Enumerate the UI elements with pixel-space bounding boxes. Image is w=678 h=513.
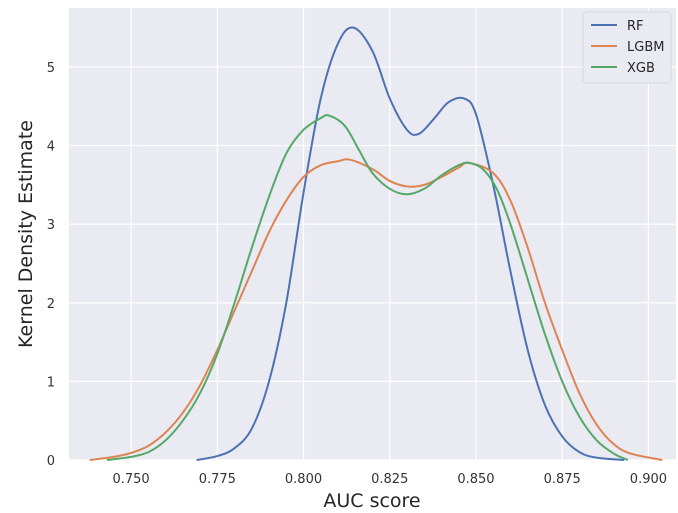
series-lines <box>89 26 663 461</box>
y-tick-label: 3 <box>47 218 55 233</box>
y-tick-label: 4 <box>47 140 55 155</box>
legend-box <box>582 11 672 84</box>
legend-label-xgb: XGB <box>627 61 655 76</box>
y-tick-label: 1 <box>47 375 55 390</box>
y-tick-label: 2 <box>47 297 55 312</box>
legend: RF LGBM XGB <box>582 11 672 84</box>
x-tick-label: 0.850 <box>457 472 494 487</box>
y-axis-label: Kernel Density Estimate <box>15 120 37 348</box>
x-tick-label: 0.750 <box>112 472 149 487</box>
x-tick-label: 0.825 <box>371 472 408 487</box>
y-tick-label: 5 <box>47 61 55 76</box>
x-axis-ticks: 0.750 0.775 0.800 0.825 0.850 0.875 0.900 <box>112 472 667 487</box>
y-tick-label: 0 <box>47 454 55 469</box>
legend-label-rf: RF <box>627 19 644 34</box>
grid <box>69 8 676 461</box>
x-tick-label: 0.875 <box>544 472 581 487</box>
x-axis-label: AUC score <box>323 490 420 512</box>
series-line-rf <box>196 26 625 461</box>
x-tick-label: 0.800 <box>285 472 322 487</box>
series-line-xgb <box>106 114 629 461</box>
y-axis-ticks: 0 1 2 3 4 5 <box>47 61 55 469</box>
x-tick-label: 0.775 <box>199 472 236 487</box>
x-tick-label: 0.900 <box>630 472 667 487</box>
legend-label-lgbm: LGBM <box>627 40 664 55</box>
series-line-lgbm <box>89 158 663 461</box>
